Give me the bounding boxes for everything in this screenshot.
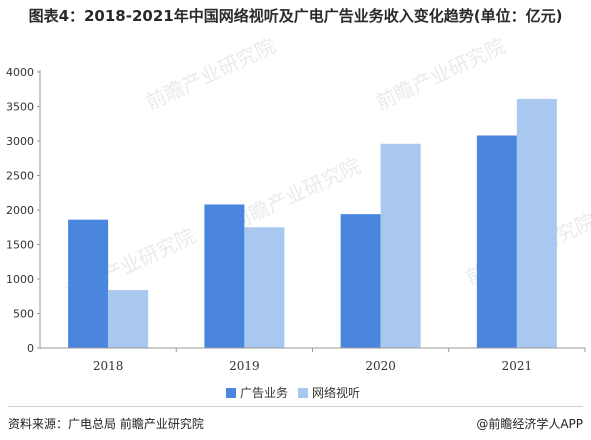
bar-guanggao-2020 bbox=[340, 214, 381, 348]
watermark-text: 前瞻产业研究院 bbox=[142, 34, 279, 115]
x-axis: 2018 2019 2020 2021 bbox=[40, 347, 586, 373]
brand-credit: @前瞻经济学人APP bbox=[476, 417, 583, 431]
legend-label-series-0: 广告业务 bbox=[240, 386, 289, 400]
y-tick-label: 3000 bbox=[6, 135, 34, 148]
legend-swatch-series-1 bbox=[298, 387, 309, 398]
footer: 资料来源：广电总局 前瞻产业研究院 @前瞻经济学人APP bbox=[8, 406, 583, 435]
x-tick-label: 2018 bbox=[93, 359, 124, 373]
bar-wangluo-2019 bbox=[244, 227, 285, 348]
bar-guanggao-2019 bbox=[204, 204, 245, 348]
bar-wangluo-2018 bbox=[108, 290, 149, 348]
legend: 广告业务 网络视听 bbox=[226, 384, 370, 401]
legend-item-series-1: 网络视听 bbox=[298, 384, 360, 401]
y-tick-label: 1000 bbox=[6, 273, 34, 286]
watermark-text: 前瞻产业研究院 bbox=[372, 34, 509, 115]
bar-guanggao-2021 bbox=[476, 135, 517, 348]
legend-label-series-1: 网络视听 bbox=[312, 386, 361, 400]
x-tick-label: 2020 bbox=[365, 359, 396, 373]
legend-item-series-0: 广告业务 bbox=[226, 384, 288, 401]
y-tick-label: 4000 bbox=[6, 66, 34, 79]
bars bbox=[68, 98, 557, 348]
y-tick-label: 2000 bbox=[6, 204, 34, 217]
y-tick-label: 0 bbox=[27, 342, 34, 355]
x-tick-label: 2021 bbox=[502, 359, 533, 373]
chart-title: 图表4：2018-2021年中国网络视听及广电广告业务收入变化趋势(单位：亿元) bbox=[28, 7, 563, 25]
legend-swatch-series-0 bbox=[226, 387, 236, 398]
x-tick-label: 2019 bbox=[229, 359, 260, 373]
y-tick-label: 500 bbox=[13, 308, 34, 321]
y-tick-label: 1500 bbox=[6, 239, 34, 252]
bar-guanggao-2018 bbox=[68, 219, 109, 348]
source-note: 资料来源：广电总局 前瞻产业研究院 bbox=[8, 417, 204, 431]
y-tick-label: 2500 bbox=[6, 170, 34, 183]
bar-wangluo-2020 bbox=[380, 143, 421, 348]
y-tick-label: 3500 bbox=[6, 101, 34, 114]
y-axis: 0 500 1000 1500 2000 2500 3000 3500 4000 bbox=[6, 66, 41, 355]
bar-chart: 前瞻产业研究院前瞻产业研究院前瞻产业研究院前瞻产业研究院前瞻产业研究院 0500… bbox=[6, 34, 591, 373]
bar-wangluo-2021 bbox=[516, 98, 557, 348]
